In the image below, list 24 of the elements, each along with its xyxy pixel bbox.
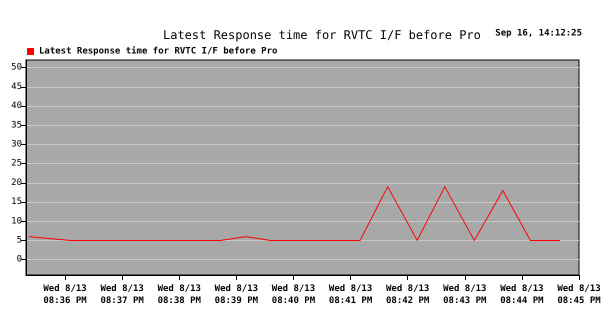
y-tick-label: 20 <box>11 178 22 188</box>
x-tick-label: Wed 8/13 08:44 PM <box>500 284 544 306</box>
y-tick-label: 40 <box>11 101 22 112</box>
x-tick-label: Wed 8/13 08:38 PM <box>158 284 202 306</box>
x-tick-label: Wed 8/13 08:45 PM <box>557 284 602 306</box>
y-tick-label: 50 <box>11 62 22 73</box>
y-tick-label: 15 <box>11 197 22 208</box>
x-tick-label: Wed 8/13 08:37 PM <box>100 284 144 306</box>
y-tick-label: 0 <box>16 254 22 265</box>
y-tick-label: 45 <box>11 82 22 92</box>
x-tick-label: Wed 8/13 08:40 PM <box>272 284 316 306</box>
x-tick-label: Wed 8/13 08:41 PM <box>328 284 373 306</box>
x-tick-label: Wed 8/13 08:36 PM <box>43 284 88 306</box>
chart-title: Latest Response time for RVTC I/F before Pro <box>163 28 481 42</box>
y-tick-label: 30 <box>11 139 22 150</box>
x-tick-label: Wed 8/13 08:42 PM <box>386 284 430 306</box>
x-tick-label: Wed 8/13 08:39 PM <box>214 284 259 306</box>
y-tick-label: 35 <box>11 120 22 130</box>
y-tick-label: 25 <box>11 158 22 169</box>
text: Sep 16, 14:12:25 <box>495 28 582 38</box>
y-tick-label: 5 <box>16 235 22 246</box>
legend-label: Latest Response time for RVTC I/F before Pro <box>39 46 278 56</box>
x-tick-label: Wed 8/13 08:43 PM <box>443 284 488 306</box>
y-tick-label: 10 <box>11 216 22 226</box>
